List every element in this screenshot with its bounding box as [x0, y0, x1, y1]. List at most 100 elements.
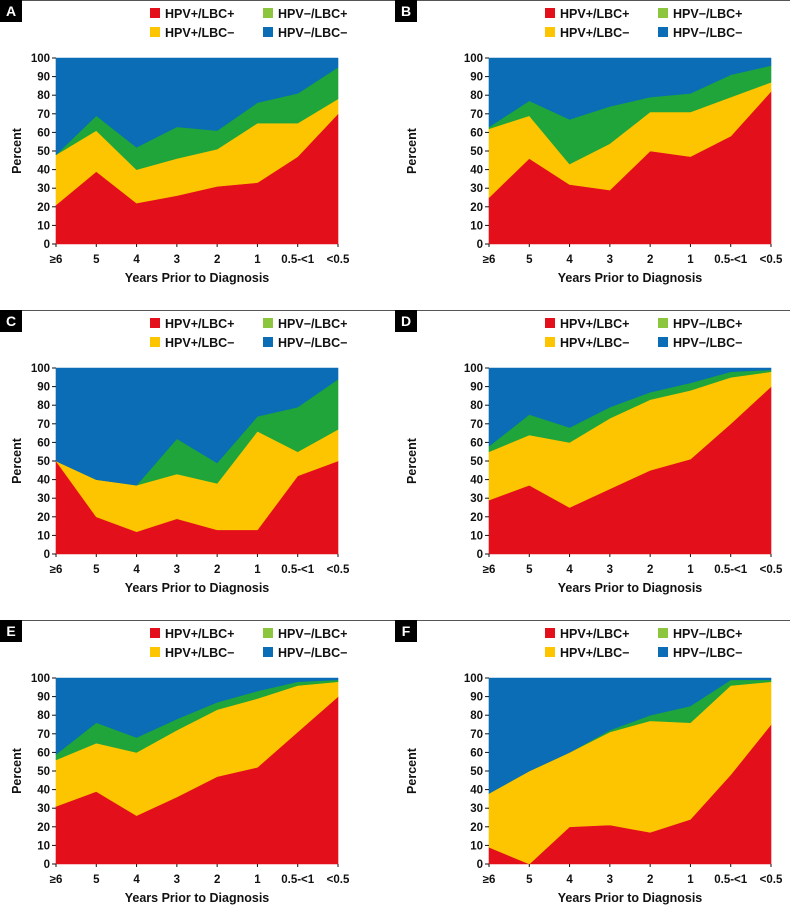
y-tick-label: 50 [37, 456, 50, 468]
x-tick-label: 2 [214, 254, 220, 266]
x-tick-label: 2 [647, 564, 653, 576]
legend-label-hpvpos-lbcpos: HPV+/LBC+ [560, 317, 629, 331]
legend-label-hpvneg-lbcneg: HPV−/LBC− [673, 646, 742, 660]
legend-label-hpvneg-lbcneg: HPV−/LBC− [278, 26, 347, 40]
area-hpvneg-lbcneg [55, 677, 339, 755]
x-tick-label: 3 [174, 874, 180, 886]
y-tick-label: 40 [470, 475, 483, 487]
legend-label-hpvneg-lbcneg: HPV−/LBC− [673, 26, 742, 40]
legend-swatch-hpvpos-lbcneg [150, 647, 160, 657]
y-tick-label: 40 [470, 165, 483, 177]
panel-label: E [6, 623, 15, 639]
y-tick-label: 0 [44, 549, 50, 561]
legend-swatch-hpvneg-lbcpos [658, 8, 668, 18]
legend-label-hpvneg-lbcneg: HPV−/LBC− [673, 336, 742, 350]
x-tick-label: ≥6 [50, 874, 63, 886]
y-tick-label: 40 [37, 785, 50, 797]
panel-a: A 0 10 20 30 40 50 60 70 80 90 100 ≥6 5 4 3 2 1 0.5-<1 <0.5… [0, 0, 395, 285]
x-tick-label: 5 [93, 564, 100, 576]
y-tick-label: 20 [37, 822, 50, 834]
x-tick-label: 1 [687, 254, 694, 266]
x-tick-label: 5 [526, 254, 533, 266]
legend-swatch-hpvneg-lbcneg [658, 647, 668, 657]
legend-label-hpvneg-lbcpos: HPV−/LBC+ [278, 7, 347, 21]
y-axis-title: Percent [405, 127, 419, 174]
legend-swatch-hpvneg-lbcpos [263, 318, 273, 328]
y-tick-label: 10 [37, 530, 50, 542]
y-tick-label: 30 [37, 803, 50, 815]
y-tick-label: 60 [470, 127, 483, 139]
legend-swatch-hpvneg-lbcpos [263, 628, 273, 638]
legend-swatch-hpvneg-lbcneg [263, 337, 273, 347]
y-tick-label: 0 [477, 239, 483, 251]
y-tick-label: 80 [470, 90, 483, 102]
y-tick-label: 60 [470, 747, 483, 759]
legend-swatch-hpvpos-lbcpos [545, 8, 555, 18]
x-tick-label: 0.5-<1 [714, 564, 748, 576]
y-tick-label: 100 [464, 363, 483, 375]
x-axis-title: Years Prior to Diagnosis [558, 581, 703, 595]
y-tick-label: 50 [37, 146, 50, 158]
area-hpvneg-lbcneg [488, 367, 772, 447]
y-tick-label: 50 [470, 766, 483, 778]
y-tick-label: 30 [37, 493, 50, 505]
panel-label: A [6, 3, 16, 19]
x-tick-label: ≥6 [50, 564, 63, 576]
y-tick-label: 70 [37, 109, 50, 121]
y-tick-label: 80 [470, 710, 483, 722]
y-tick-label: 100 [31, 363, 50, 375]
y-tick-label: 50 [470, 456, 483, 468]
x-tick-label: <0.5 [760, 254, 783, 266]
legend-swatch-hpvneg-lbcpos [658, 628, 668, 638]
y-tick-label: 90 [470, 692, 483, 704]
panel-label: B [401, 3, 411, 19]
y-axis-title: Percent [405, 747, 419, 794]
y-tick-label: 100 [31, 673, 50, 685]
y-tick-label: 80 [470, 400, 483, 412]
y-tick-label: 0 [477, 859, 483, 871]
y-tick-label: 100 [31, 53, 50, 65]
x-tick-label: 4 [566, 254, 573, 266]
y-tick-label: 50 [37, 766, 50, 778]
legend-swatch-hpvpos-lbcneg [150, 337, 160, 347]
x-tick-label: 0.5-<1 [714, 254, 748, 266]
legend-label-hpvpos-lbcneg: HPV+/LBC− [165, 646, 234, 660]
y-tick-label: 60 [470, 437, 483, 449]
x-tick-label: 1 [254, 254, 261, 266]
x-tick-label: 1 [687, 874, 694, 886]
x-axis-title: Years Prior to Diagnosis [558, 891, 703, 905]
y-tick-label: 60 [37, 437, 50, 449]
x-tick-label: <0.5 [760, 564, 783, 576]
x-tick-label: 0.5-<1 [281, 254, 315, 266]
y-tick-label: 40 [37, 165, 50, 177]
y-tick-label: 90 [37, 692, 50, 704]
x-tick-label: 4 [133, 564, 140, 576]
x-tick-label: 0.5-<1 [714, 874, 748, 886]
legend-label-hpvpos-lbcpos: HPV+/LBC+ [560, 7, 629, 21]
panel-e: E 0 10 20 30 40 50 60 70 80 90 100 ≥6 5 4 3 2 1 0.5-<1 <0.5… [0, 620, 395, 905]
x-axis-title: Years Prior to Diagnosis [558, 271, 703, 285]
panel-label-box [395, 620, 417, 642]
y-tick-label: 20 [470, 202, 483, 214]
x-tick-label: <0.5 [327, 874, 350, 886]
y-tick-label: 70 [470, 419, 483, 431]
area-hpvneg-lbcneg [55, 57, 339, 156]
legend-swatch-hpvneg-lbcneg [263, 647, 273, 657]
y-tick-label: 100 [464, 53, 483, 65]
legend-label-hpvpos-lbcneg: HPV+/LBC− [560, 26, 629, 40]
x-tick-label: 1 [254, 874, 261, 886]
y-tick-label: 70 [37, 729, 50, 741]
y-tick-label: 70 [470, 729, 483, 741]
x-tick-label: 5 [526, 874, 533, 886]
x-tick-label: 3 [174, 254, 180, 266]
x-tick-label: 3 [607, 254, 613, 266]
x-tick-label: 2 [214, 564, 220, 576]
y-tick-label: 90 [37, 72, 50, 84]
legend-swatch-hpvneg-lbcneg [658, 337, 668, 347]
y-tick-label: 10 [470, 220, 483, 232]
y-axis-title: Percent [405, 437, 419, 484]
y-tick-label: 90 [470, 382, 483, 394]
legend-label-hpvpos-lbcneg: HPV+/LBC− [560, 336, 629, 350]
panel-label: F [402, 623, 411, 639]
